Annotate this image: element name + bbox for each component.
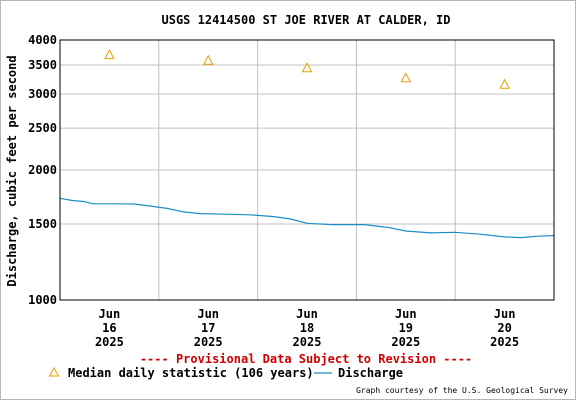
x-tick-label: Jun: [494, 307, 516, 321]
x-tick-label: Jun: [197, 307, 219, 321]
x-tick-label: Jun: [296, 307, 318, 321]
x-tick-label: 2025: [95, 335, 124, 349]
x-tick-label: 2025: [490, 335, 519, 349]
x-tick-label: 19: [399, 321, 413, 335]
x-tick-label: 20: [497, 321, 511, 335]
y-tick-label: 3500: [28, 58, 57, 72]
x-tick-label: Jun: [99, 307, 121, 321]
y-tick-label: 1500: [28, 217, 57, 231]
x-tick-label: 2025: [194, 335, 223, 349]
x-tick-label: 17: [201, 321, 215, 335]
legend-discharge-label: Discharge: [338, 366, 403, 380]
plot-area-border: [59, 39, 555, 301]
median-triangle-marker: [499, 78, 510, 89]
y-tick-label: 2000: [28, 163, 57, 177]
x-tick-label: Jun: [395, 307, 417, 321]
median-triangle-marker: [400, 72, 412, 83]
x-tick-label: 16: [102, 321, 116, 335]
grid-lines: [60, 39, 554, 301]
x-tick-label: 2025: [293, 335, 322, 349]
data-series: [59, 49, 555, 239]
median-triangle-marker: [202, 54, 214, 65]
x-tick-label: 18: [300, 321, 314, 335]
y-axis-label: Discharge, cubic feet per second: [5, 55, 19, 286]
median-triangle-marker: [301, 62, 313, 73]
provisional-banner: ---- Provisional Data Subject to Revisio…: [140, 352, 472, 366]
y-tick-label: 1000: [28, 293, 57, 307]
legend: Median daily statistic (106 years) Disch…: [48, 366, 403, 380]
chart-title: USGS 12414500 ST JOE RIVER AT CALDER, ID: [162, 13, 451, 27]
y-tick-label: 3000: [28, 87, 57, 101]
legend-median-triangle-icon: [48, 366, 60, 377]
y-tick-label: 2500: [28, 121, 57, 135]
axis-tick-labels: 1000150020002500300035004000Jun162025Jun…: [28, 33, 519, 349]
discharge-line: [59, 197, 555, 239]
usgs-credit: Graph courtesy of the U.S. Geological Su…: [356, 386, 568, 395]
y-tick-label: 4000: [28, 33, 57, 47]
median-triangle-marker: [104, 49, 115, 60]
legend-median-label: Median daily statistic (106 years): [68, 366, 314, 380]
x-tick-label: 2025: [391, 335, 420, 349]
